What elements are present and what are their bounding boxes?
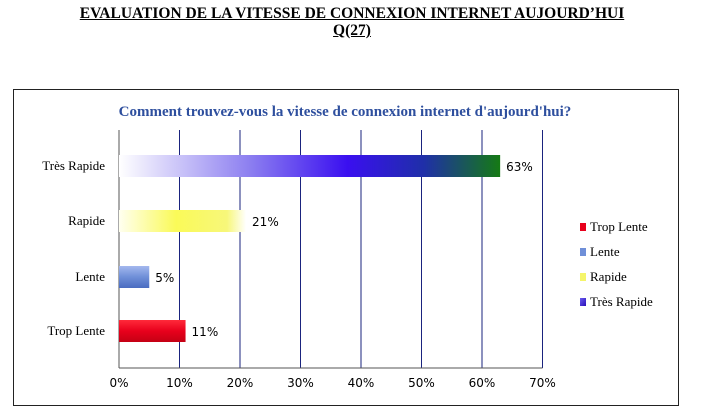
category-label-tres-rapide: Très Rapide	[42, 158, 105, 173]
legend-label-trop-lente: Trop Lente	[590, 219, 648, 234]
legend-label-lente: Lente	[590, 244, 620, 259]
value-label-trop-lente: 11%	[192, 325, 219, 339]
x-tick-label-0: 0%	[109, 376, 128, 390]
x-tick-label-50: 50%	[408, 376, 435, 390]
x-tick-label-60: 60%	[469, 376, 496, 390]
legend-label-rapide: Rapide	[590, 269, 627, 284]
legend-label-tres-rapide: Très Rapide	[590, 294, 653, 309]
x-tick-label-20: 20%	[227, 376, 254, 390]
legend-swatch-rapide	[580, 273, 586, 281]
bars	[119, 155, 501, 342]
category-labels: Très Rapide Rapide Lente Trop Lente	[42, 158, 105, 338]
category-label-trop-lente: Trop Lente	[47, 323, 105, 338]
legend-swatch-lente	[580, 248, 586, 256]
x-axis-ticks: 0% 10% 20% 30% 40% 50% 60% 70%	[109, 376, 555, 390]
chart-frame	[13, 89, 679, 406]
x-tick-label-10: 10%	[166, 376, 193, 390]
legend: Trop Lente Lente Rapide Très Rapide	[580, 219, 653, 309]
category-label-lente: Lente	[75, 269, 105, 284]
bar-lente	[119, 266, 150, 288]
bar-rapide	[119, 210, 247, 232]
category-label-rapide: Rapide	[68, 213, 105, 228]
value-label-tres-rapide: 63%	[506, 160, 533, 174]
bar-tres-rapide	[119, 155, 501, 177]
value-labels: 63% 21% 5% 11%	[155, 160, 533, 339]
page-title-line-1: EVALUATION DE LA VITESSE DE CONNEXION IN…	[79, 5, 625, 22]
x-tick-label-30: 30%	[287, 376, 314, 390]
value-label-rapide: 21%	[252, 215, 279, 229]
chart-title: Comment trouvez-vous la vitesse de conne…	[119, 104, 572, 120]
bar-trop-lente	[119, 320, 186, 342]
value-label-lente: 5%	[155, 271, 174, 285]
legend-swatch-tres-rapide	[580, 298, 586, 306]
page-title-line-2: Q(27)	[333, 22, 371, 39]
page-title: EVALUATION DE LA VITESSE DE CONNEXION IN…	[0, 5, 704, 39]
legend-swatch-trop-lente	[580, 223, 586, 231]
x-tick-label-40: 40%	[348, 376, 375, 390]
x-tick-label-70: 70%	[529, 376, 556, 390]
